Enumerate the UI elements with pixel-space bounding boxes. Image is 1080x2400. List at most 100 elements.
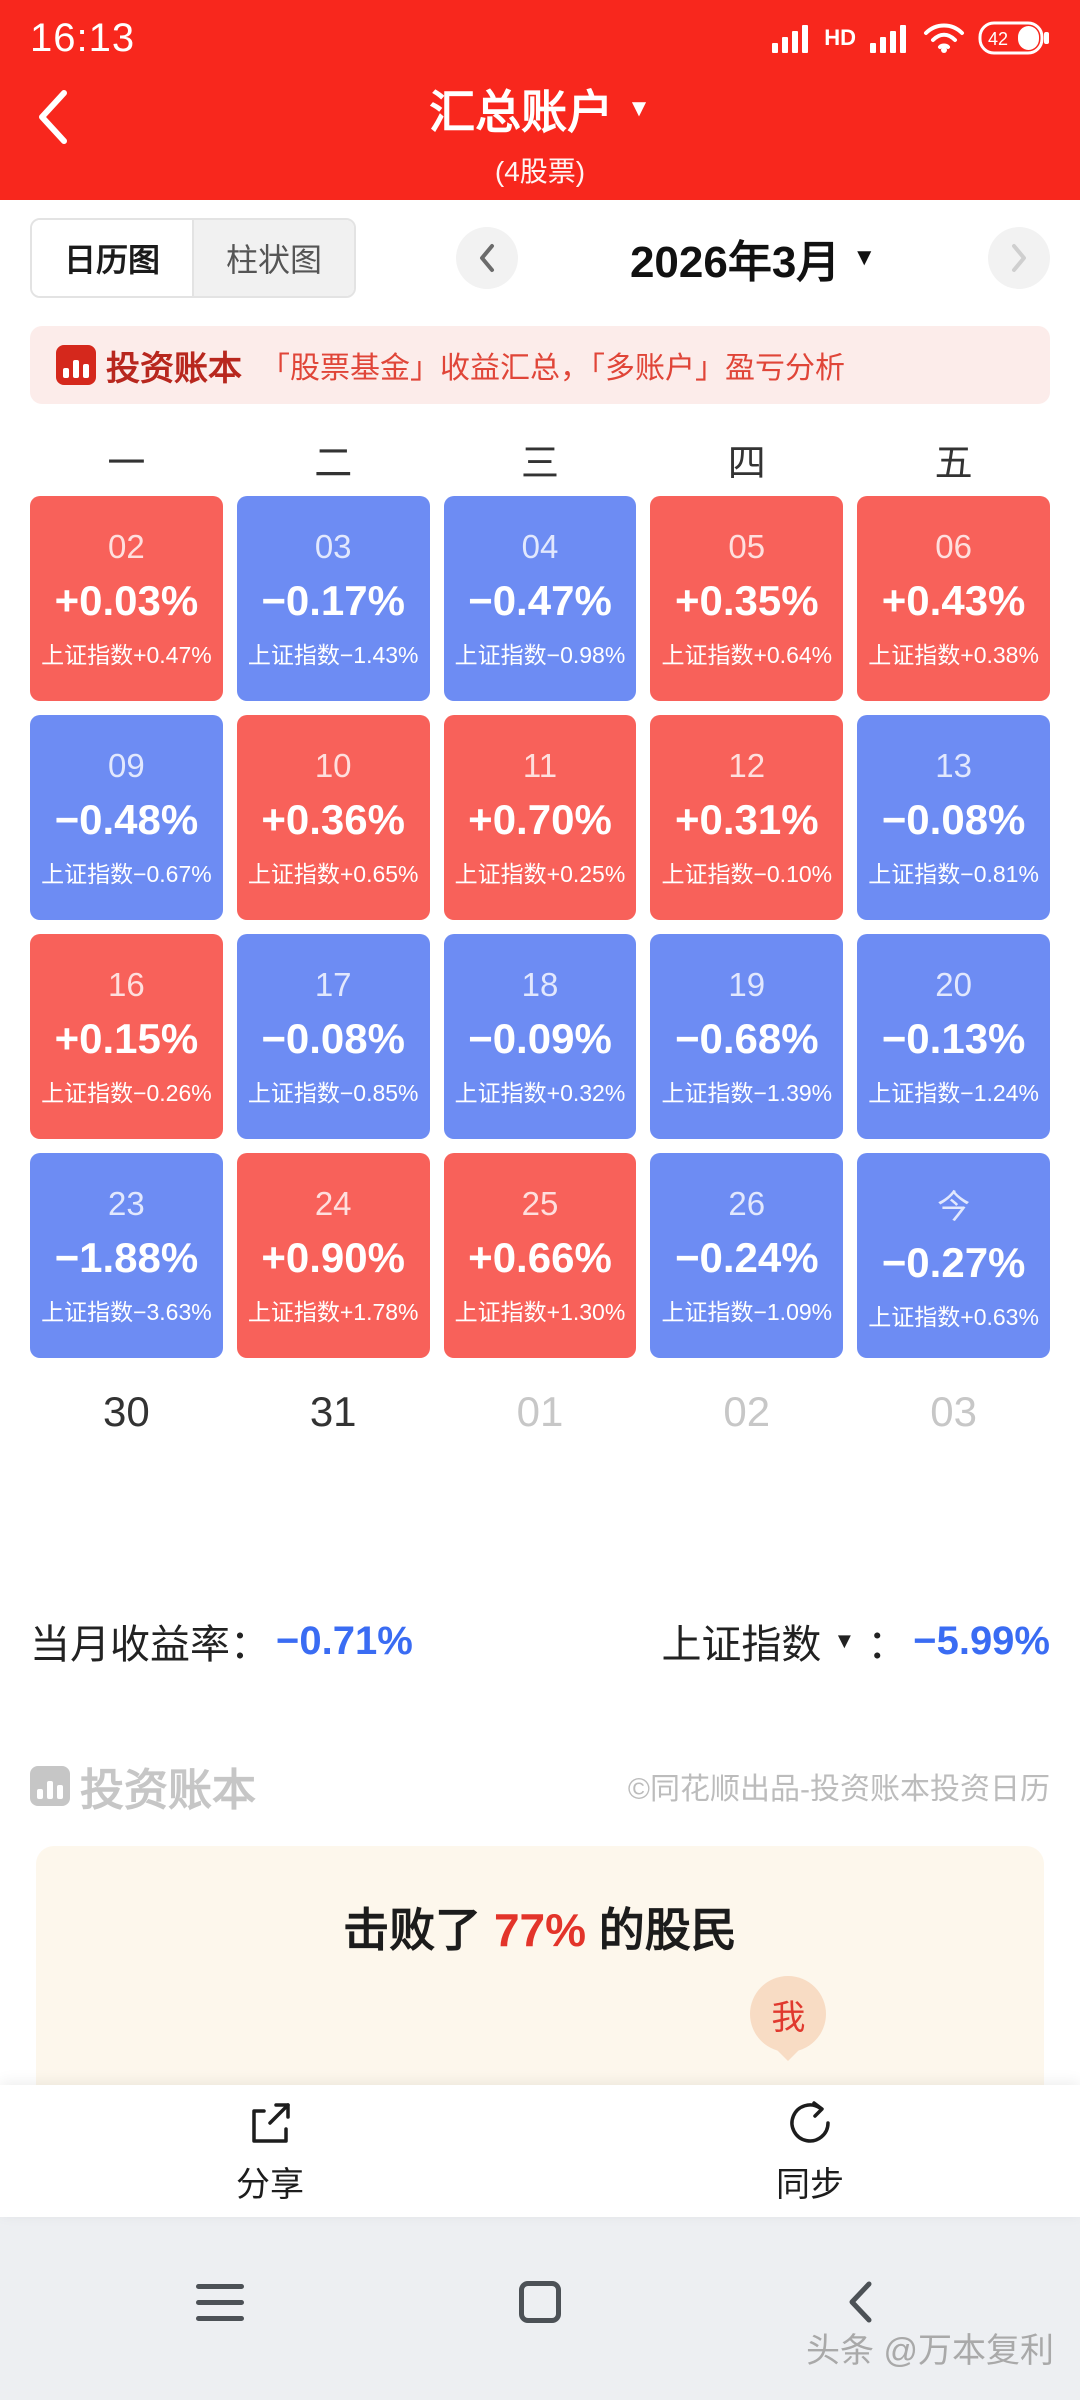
beat-marker-row: 我 [80,1960,1000,2088]
promo-banner[interactable]: 投资账本 「股票基金」收益汇总，「多账户」盈亏分析 [30,326,1050,404]
chevron-left-icon [39,90,67,144]
page-title: 汇总账户 [429,86,614,138]
calendar-cell-24[interactable]: 24 +0.90% 上证指数+1.78% [236,1153,430,1358]
account-switcher[interactable]: 汇总账户 ▼ (4股票) [0,76,1080,190]
prev-month-button[interactable] [456,227,519,289]
cell-day: 18 [521,965,559,1003]
sync-button[interactable]: 同步 [540,2085,1080,2217]
tab-bar-view[interactable]: 柱状图 [194,220,355,296]
month-label: 2026年3月 [629,238,841,287]
calendar-grid: 02 +0.03% 上证指数+0.47% 03 −0.17% 上证指数−1.43% 04 −0… [30,496,1050,1358]
cell-index: 上证指数−1.43% [247,641,419,668]
status-time: 16:13 [30,15,136,60]
day-label-03: 03 [930,1388,977,1435]
cellular-signal-icon [772,25,809,53]
cell-value: −0.08% [261,1014,405,1062]
svg-text:42: 42 [988,29,1008,49]
cell-day: 09 [108,746,145,784]
cell-index: 上证指数+0.25% [454,860,626,887]
beat-title: 击败了 77% 的股民 [80,1894,1000,1960]
cell-day: 今 [937,1187,971,1225]
chevron-right-icon [1012,244,1026,272]
calendar-cell-05[interactable]: 05 +0.35% 上证指数+0.64% [650,496,844,701]
calendar-cell-19[interactable]: 19 −0.68% 上证指数−1.39% [650,934,844,1139]
bar-chart-logo-icon [56,345,96,385]
calendar-cell-25[interactable]: 25 +0.66% 上证指数+1.30% [443,1153,637,1358]
cell-value: −0.09% [468,1014,612,1062]
cell-value: +0.66% [468,1233,612,1281]
calendar-cell-16[interactable]: 16 +0.15% 上证指数−0.26% [30,934,223,1139]
cell-value: −0.68% [674,1014,819,1062]
cell-value: +0.43% [881,576,1026,624]
toutiao-watermark: 头条 @万本复利 [806,2332,1054,2370]
home-button[interactable] [505,2267,575,2337]
index-label: 上证指数 [661,1623,822,1667]
credit-brand: 投资账本 [30,1754,256,1818]
calendar-cell-10[interactable]: 10 +0.36% 上证指数+0.65% [236,715,430,920]
page-subtitle: (4股票) [494,156,586,187]
promo-text: 「股票基金」收益汇总，「多账户」盈亏分析 [260,352,845,385]
calendar-cell-17[interactable]: 17 −0.08% 上证指数−0.85% [236,934,430,1139]
next-days-row: 30 31 01 02 03 [30,1388,1050,1435]
calendar-cell-04[interactable]: 04 −0.47% 上证指数−0.98% [443,496,637,701]
cell-index: 上证指数+0.47% [41,641,212,668]
cell-value: −0.08% [881,795,1026,843]
tab-calendar-view[interactable]: 日历图 [32,220,195,296]
calendar-cell-11[interactable]: 11 +0.70% 上证指数+0.25% [443,715,637,920]
credit-text: ©同花顺出品-投资账本投资日历 [627,1773,1050,1806]
cell-day: 23 [108,1184,145,1222]
cellular-signal-2-icon [870,25,906,53]
calendar-cell-06[interactable]: 06 +0.43% 上证指数+0.38% [857,496,1050,701]
view-tab-group: 日历图 柱状图 [30,218,357,298]
share-button[interactable]: 分享 [0,2085,540,2217]
day-label-01: 01 [516,1388,564,1435]
hd-indicator: HD [824,25,856,50]
cell-day: 04 [521,527,559,565]
beat-percent: 77% [493,1904,587,1956]
cell-index: 上证指数+0.38% [868,641,1039,668]
month-nav: 2026年3月 ▼ [356,226,1050,290]
cell-index: 上证指数+1.30% [454,1298,626,1325]
title-row: 汇总账户 ▼ (4股票) [0,76,1080,194]
cell-index: 上证指数+1.78% [247,1298,419,1325]
cell-value: +0.15% [54,1014,199,1062]
caret-down-icon: ▼ [833,1628,856,1653]
day-label-30: 30 [103,1388,150,1435]
cell-value: −0.47% [468,576,612,624]
next-month-button[interactable] [988,227,1050,289]
calendar-cell-18[interactable]: 18 −0.09% 上证指数+0.32% [443,934,637,1139]
calendar-cell-23[interactable]: 23 −1.88% 上证指数−3.63% [30,1153,223,1358]
calendar-cell-20[interactable]: 20 −0.13% 上证指数−1.24% [857,934,1050,1139]
index-return[interactable]: 上证指数 ▼ ： −5.99% [661,1612,1050,1670]
back-nav-button[interactable] [825,2267,895,2337]
cell-index: 上证指数−0.85% [247,1079,419,1106]
cell-day: 26 [728,1184,766,1222]
beat-suffix: 的股民 [586,1904,737,1956]
bar-chart-logo-icon [30,1766,70,1806]
weekday-row: 一二三四五 [30,432,1050,485]
cell-value: +0.31% [674,795,819,843]
credit-row: 投资账本 ©同花顺出品-投资账本投资日历 [30,1754,1050,1818]
month-return: 当月收益率： −0.71% [30,1612,413,1670]
cell-value: +0.90% [261,1233,405,1281]
recent-apps-button[interactable] [185,2267,255,2337]
calendar-cell-13[interactable]: 13 −0.08% 上证指数−0.81% [857,715,1050,920]
calendar-cell-09[interactable]: 09 −0.48% 上证指数−0.67% [30,715,223,920]
month-selector[interactable]: 2026年3月 ▼ [630,226,876,290]
cell-index: 上证指数−1.24% [868,1079,1039,1106]
cell-index: 上证指数−0.67% [41,860,212,887]
back-button[interactable] [36,82,96,152]
cell-value: +0.70% [468,795,612,843]
calendar-cell-12[interactable]: 12 +0.31% 上证指数−0.10% [650,715,844,920]
caret-down-icon: ▼ [627,95,651,122]
cell-value: +0.35% [674,576,819,624]
home-icon [519,2281,561,2323]
calendar-cell-02[interactable]: 02 +0.03% 上证指数+0.47% [30,496,223,701]
sync-icon [790,2100,830,2143]
summary-row: 当月收益率： −0.71% 上证指数 ▼ ： −5.99% [30,1612,1050,1670]
calendar-cell-今[interactable]: 今 −0.27% 上证指数+0.63% [857,1153,1050,1358]
toolbar: 日历图 柱状图 2026年3月 ▼ [0,218,1080,298]
cell-index: 上证指数+0.64% [661,641,833,668]
calendar-cell-26[interactable]: 26 −0.24% 上证指数−1.09% [650,1153,844,1358]
calendar-cell-03[interactable]: 03 −0.17% 上证指数−1.43% [236,496,430,701]
